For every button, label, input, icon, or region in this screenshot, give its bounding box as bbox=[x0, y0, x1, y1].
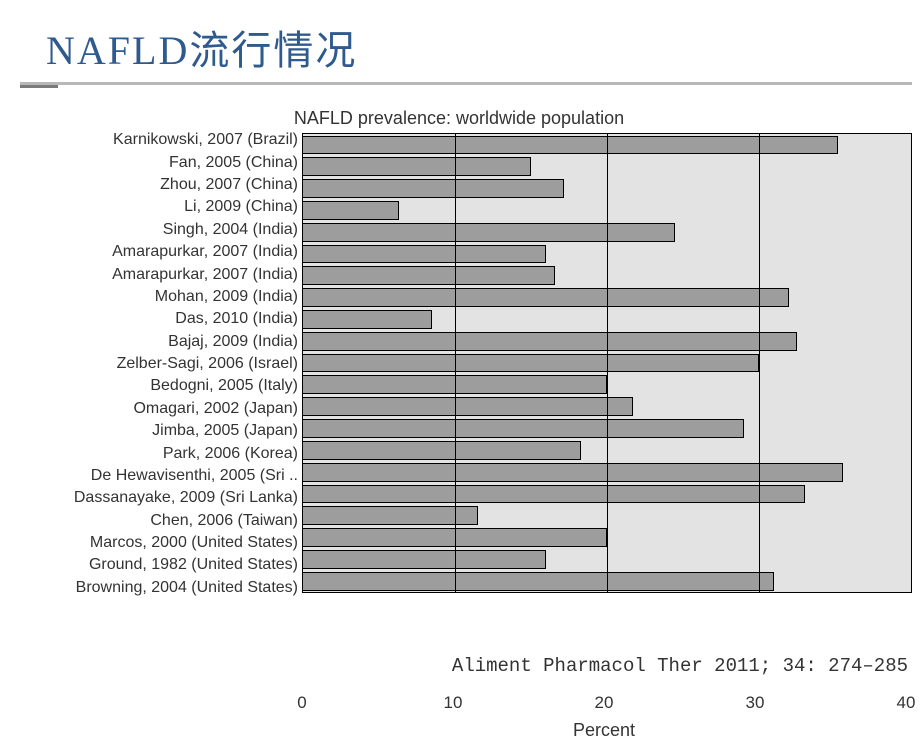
y-tick-label: Amarapurkar, 2007 (India) bbox=[6, 263, 302, 285]
y-tick-label: Fan, 2005 (China) bbox=[6, 151, 302, 173]
gridline bbox=[607, 134, 608, 592]
y-tick-label: Chen, 2006 (Taiwan) bbox=[6, 509, 302, 531]
bar bbox=[303, 397, 633, 416]
bar bbox=[303, 550, 546, 569]
title-underline bbox=[20, 82, 912, 87]
x-tick-label: 40 bbox=[897, 693, 916, 713]
bar bbox=[303, 157, 531, 176]
bar bbox=[303, 332, 797, 351]
y-tick-label: Karnikowski, 2007 (Brazil) bbox=[6, 129, 302, 151]
x-axis-label: Percent bbox=[302, 720, 906, 741]
x-tick-label: 30 bbox=[746, 693, 765, 713]
gridline bbox=[455, 134, 456, 592]
chart-container: NAFLD prevalence: worldwide population K… bbox=[6, 108, 912, 638]
chart-title: NAFLD prevalence: worldwide population bbox=[6, 108, 912, 129]
bar bbox=[303, 179, 564, 198]
y-tick-label: Marcos, 2000 (United States) bbox=[6, 532, 302, 554]
bar bbox=[303, 288, 789, 307]
bar bbox=[303, 441, 581, 460]
x-tick-label: 0 bbox=[297, 693, 306, 713]
bar bbox=[303, 354, 759, 373]
citation: Aliment Pharmacol Ther 2011; 34: 274–285 bbox=[0, 655, 908, 677]
plot-area bbox=[302, 133, 912, 593]
title-underline-main bbox=[20, 82, 912, 85]
y-tick-label: Das, 2010 (India) bbox=[6, 308, 302, 330]
y-tick-label: Park, 2006 (Korea) bbox=[6, 442, 302, 464]
slide: NAFLD流行情况 NAFLD prevalence: worldwide po… bbox=[0, 0, 920, 690]
title-underline-accent bbox=[20, 85, 58, 88]
y-tick-label: Bedogni, 2005 (Italy) bbox=[6, 375, 302, 397]
y-tick-label: De Hewavisenthi, 2005 (Sri .. bbox=[6, 465, 302, 487]
y-tick-label: Mohan, 2009 (India) bbox=[6, 286, 302, 308]
x-tick-label: 10 bbox=[444, 693, 463, 713]
bar bbox=[303, 266, 555, 285]
bar bbox=[303, 463, 843, 482]
y-tick-label: Zhou, 2007 (China) bbox=[6, 174, 302, 196]
bar bbox=[303, 485, 805, 504]
slide-title: NAFLD流行情况 bbox=[0, 0, 920, 82]
y-tick-label: Singh, 2004 (India) bbox=[6, 219, 302, 241]
bar bbox=[303, 572, 774, 591]
y-tick-label: Li, 2009 (China) bbox=[6, 196, 302, 218]
bar bbox=[303, 310, 432, 329]
y-tick-label: Zelber-Sagi, 2006 (Israel) bbox=[6, 353, 302, 375]
y-tick-label: Jimba, 2005 (Japan) bbox=[6, 420, 302, 442]
bar bbox=[303, 245, 546, 264]
bar bbox=[303, 201, 399, 220]
plot-inner bbox=[303, 134, 911, 592]
gridline bbox=[759, 134, 760, 592]
y-tick-label: Bajaj, 2009 (India) bbox=[6, 330, 302, 352]
chart-body: Karnikowski, 2007 (Brazil)Fan, 2005 (Chi… bbox=[6, 129, 912, 599]
y-axis-labels: Karnikowski, 2007 (Brazil)Fan, 2005 (Chi… bbox=[6, 129, 302, 599]
bar bbox=[303, 223, 675, 242]
y-tick-label: Dassanayake, 2009 (Sri Lanka) bbox=[6, 487, 302, 509]
y-tick-label: Omagari, 2002 (Japan) bbox=[6, 398, 302, 420]
y-tick-label: Amarapurkar, 2007 (India) bbox=[6, 241, 302, 263]
bar bbox=[303, 419, 744, 438]
bar bbox=[303, 136, 838, 155]
bar bbox=[303, 506, 478, 525]
y-tick-label: Ground, 1982 (United States) bbox=[6, 554, 302, 576]
x-tick-label: 20 bbox=[595, 693, 614, 713]
y-tick-label: Browning, 2004 (United States) bbox=[6, 577, 302, 599]
